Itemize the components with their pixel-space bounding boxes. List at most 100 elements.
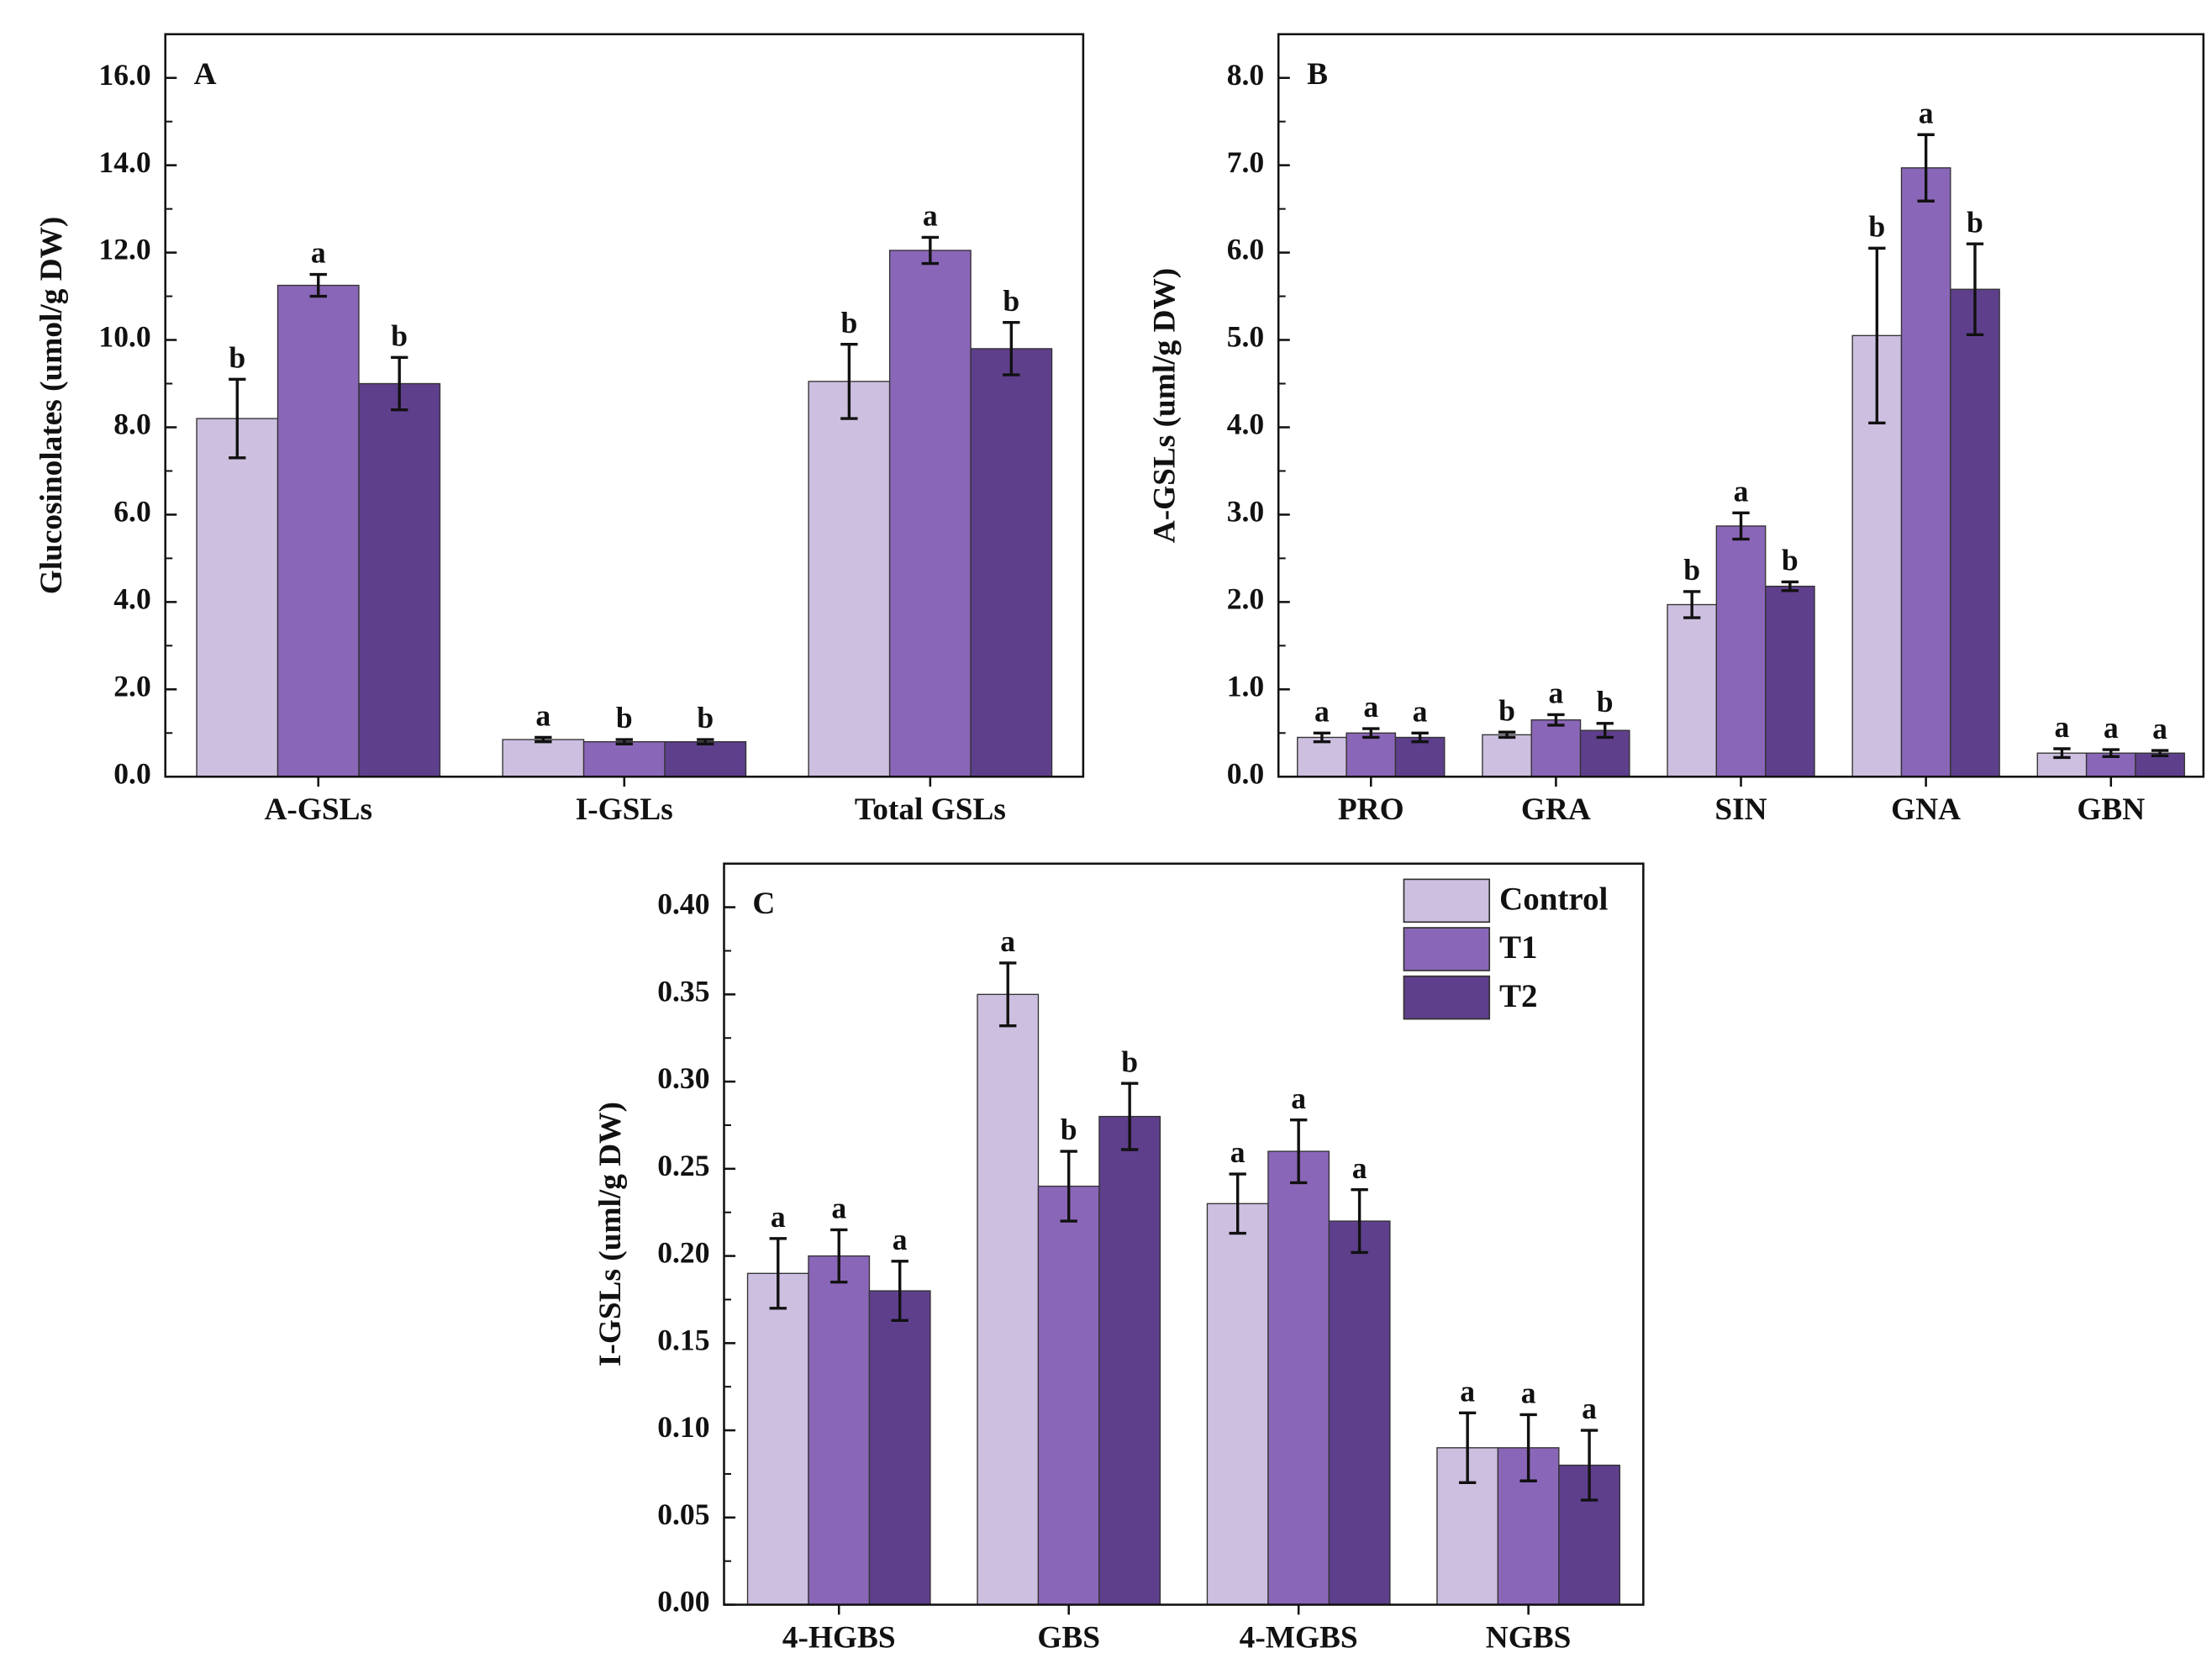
error-bar [1683,590,1701,619]
y-tick-label: 2.0 [1227,582,1265,616]
significance-letter: a [1734,474,1749,508]
error-bar [1732,511,1750,541]
error-bar [2102,748,2120,759]
error-bar [615,738,633,745]
significance-letter: a [1314,694,1330,728]
bar [1765,585,1815,777]
significance-letter: a [1352,1151,1367,1185]
error-bar [769,1237,787,1310]
bar [970,348,1053,777]
y-axis-label: I-GSLs (uml/g DW) [593,1102,628,1366]
y-tick-label: 6.0 [113,495,151,529]
significance-letter: b [1003,284,1019,318]
error-bar [309,272,327,298]
error-bar [1580,1429,1598,1502]
bar [1530,719,1582,777]
y-tick-label: 1.0 [1227,669,1265,703]
significance-letter: b [1061,1113,1077,1146]
plot-frame [164,33,1085,778]
error-bar [891,1260,908,1323]
significance-letter: a [1460,1374,1475,1408]
significance-letter: b [1121,1045,1138,1078]
error-bar [1547,713,1565,727]
y-axis-label: A-GSLs (uml/g DW) [1147,268,1182,543]
bar [582,741,666,777]
x-tick-label: A-GSLs [264,792,372,827]
x-tick-label: 4-MGBS [1240,1621,1358,1655]
significance-letter: a [2055,710,2070,744]
significance-letter: a [771,1200,786,1234]
y-tick-label: 6.0 [1227,233,1265,266]
bar [1346,732,1397,777]
bar [1950,288,2000,777]
y-tick-label: 4.0 [1227,408,1265,441]
error-bar [1498,730,1516,740]
significance-letter: b [1967,205,1983,239]
x-tick-label: 4-HGBS [782,1621,896,1655]
plot-frame [723,862,1645,1606]
significance-letter: a [1548,676,1563,710]
significance-letter: b [697,701,714,734]
y-axis-label: Glucosinolates (umol/g DW) [34,217,69,595]
error-bar [1120,1082,1139,1151]
significance-letter: b [391,318,408,352]
x-tick-label: GBS [1037,1621,1100,1655]
x-tick-label: GNA [1891,792,1961,827]
significance-letter: a [535,699,550,733]
error-bar [535,735,552,744]
significance-letter: b [616,701,633,734]
legend-label: Control [1499,881,1608,917]
x-tick-label: Total GSLs [855,792,1006,827]
error-bar [1351,1188,1368,1255]
significance-letter: b [1868,210,1885,244]
y-tick-label: 0.15 [657,1323,709,1356]
error-bar [697,738,714,745]
significance-letter: a [1521,1376,1536,1410]
significance-letter: a [2104,711,2119,745]
significance-letter: b [1782,544,1799,577]
y-tick-label: 0.30 [657,1061,709,1095]
x-tick-label: NGBS [1486,1621,1572,1655]
plot-frame [1277,33,2205,778]
y-tick-label: 0.0 [113,756,151,790]
error-bar [1411,731,1429,744]
x-tick-label: I-GSLs [576,792,673,827]
bar [502,739,585,777]
error-bar [1596,722,1614,740]
error-bar [1781,580,1799,592]
y-tick-label: 0.40 [657,887,709,921]
bar [1715,525,1767,777]
bar [196,418,279,777]
bar [1900,167,1951,777]
significance-letter: a [1919,96,1934,129]
y-tick-label: 0.35 [657,975,709,1008]
bar [1482,734,1532,777]
bar [1297,736,1347,777]
y-tick-label: 14.0 [98,145,150,179]
bar [276,284,360,777]
error-bar [999,961,1017,1028]
significance-letter: a [1000,924,1015,958]
significance-letter: b [1597,685,1614,718]
y-tick-label: 0.05 [657,1497,709,1531]
significance-letter: a [311,236,326,270]
bar [977,993,1040,1606]
error-bar [840,343,858,420]
error-bar [1003,321,1020,376]
legend-swatch [1403,878,1491,924]
error-bar [2151,749,2169,758]
significance-letter: a [2152,712,2167,745]
significance-letter: a [923,199,938,233]
y-tick-label: 12.0 [98,233,150,266]
legend-swatch [1403,975,1491,1020]
error-bar [1229,1172,1246,1235]
error-bar [1458,1411,1477,1485]
significance-letter: a [1582,1392,1597,1425]
significance-letter: a [831,1192,846,1225]
error-bar [1519,1413,1537,1482]
y-tick-label: 0.10 [657,1410,709,1444]
y-tick-label: 5.0 [1227,320,1265,354]
bar [808,381,891,777]
legend-swatch [1403,927,1491,971]
